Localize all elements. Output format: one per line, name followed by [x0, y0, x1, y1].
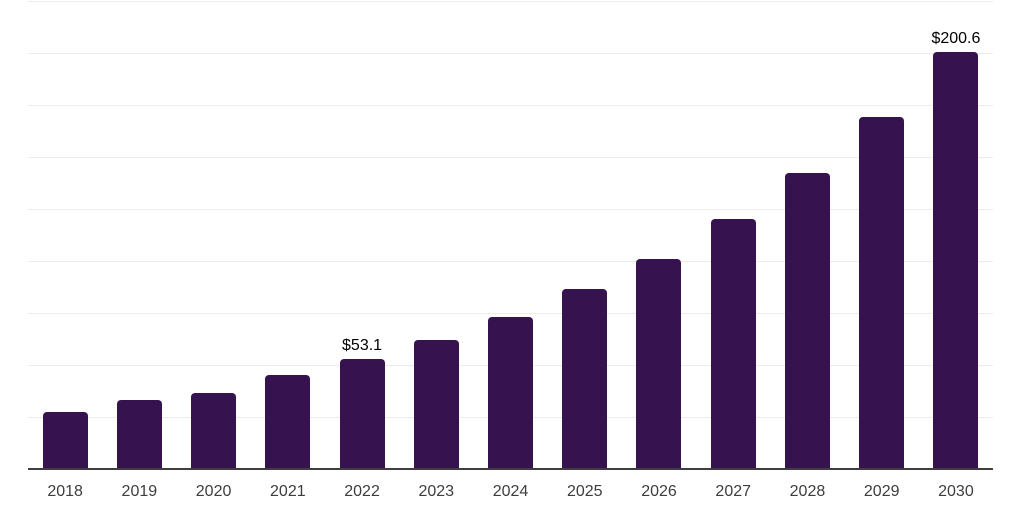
bar-column-2026	[622, 1, 696, 469]
x-tick-label-2020: 2020	[195, 483, 232, 500]
gridline	[28, 105, 993, 106]
bar-column-2019	[102, 1, 176, 469]
bar-value-label-2030: $200.6	[931, 29, 981, 47]
bar-column-2020	[176, 1, 250, 469]
bars-track: $53.1 $200.6	[28, 1, 993, 469]
bar-column-2022: $53.1	[325, 1, 399, 469]
x-tick-label-2021: 2021	[270, 483, 306, 500]
gridline	[28, 209, 993, 210]
x-tick-label-2028: 2028	[789, 483, 826, 500]
gridline	[28, 313, 993, 314]
x-tick-label-2024: 2024	[492, 483, 529, 500]
gridline	[28, 261, 993, 262]
bar-2030: $200.6	[931, 30, 980, 469]
x-tick-label-2030: 2030	[938, 483, 974, 500]
x-tick-label-2023: 2023	[418, 483, 455, 500]
x-tick-label-2029: 2029	[863, 483, 900, 500]
bar-2028	[784, 173, 830, 469]
bar-2024	[488, 317, 534, 469]
gridline	[28, 157, 993, 158]
bar-column-2021	[251, 1, 325, 469]
x-tick-label-2027: 2027	[715, 483, 752, 500]
x-tick-label-2019: 2019	[121, 483, 158, 500]
bar-column-2018	[28, 1, 102, 469]
bar-column-2028	[770, 1, 844, 469]
bar-2027	[710, 219, 756, 469]
gridline	[28, 1, 993, 2]
bar-column-2027	[696, 1, 770, 469]
x-tick-label-2022: 2022	[344, 483, 380, 500]
x-tick-label-2026: 2026	[641, 483, 677, 500]
bar-value-label-2022: $53.1	[342, 336, 383, 354]
bar-2021	[265, 375, 311, 469]
bar-column-2030: $200.6	[919, 1, 993, 469]
bar-2023	[413, 340, 459, 469]
bar-column-2024	[473, 1, 547, 469]
x-tick-label-2018: 2018	[47, 483, 83, 500]
gridline	[28, 53, 993, 54]
bar-column-2029	[845, 1, 919, 469]
bar-2029	[859, 117, 905, 469]
x-tick-label-2025: 2025	[566, 483, 603, 500]
bar-2020	[191, 393, 237, 469]
bar-column-2025	[548, 1, 622, 469]
bar-2022: $53.1	[339, 337, 385, 469]
bar-2025	[562, 289, 608, 469]
x-axis-line	[28, 468, 993, 470]
bar-2019	[116, 399, 162, 469]
bar-column-2023	[399, 1, 473, 469]
x-axis-labels: 2018 2019 2020 2021 2022 2023 2024 2025 2026 2027…	[28, 484, 993, 500]
bar-2018	[42, 411, 88, 469]
bar-2026	[636, 258, 682, 469]
plot-area: $53.1 $200.6	[28, 1, 993, 470]
